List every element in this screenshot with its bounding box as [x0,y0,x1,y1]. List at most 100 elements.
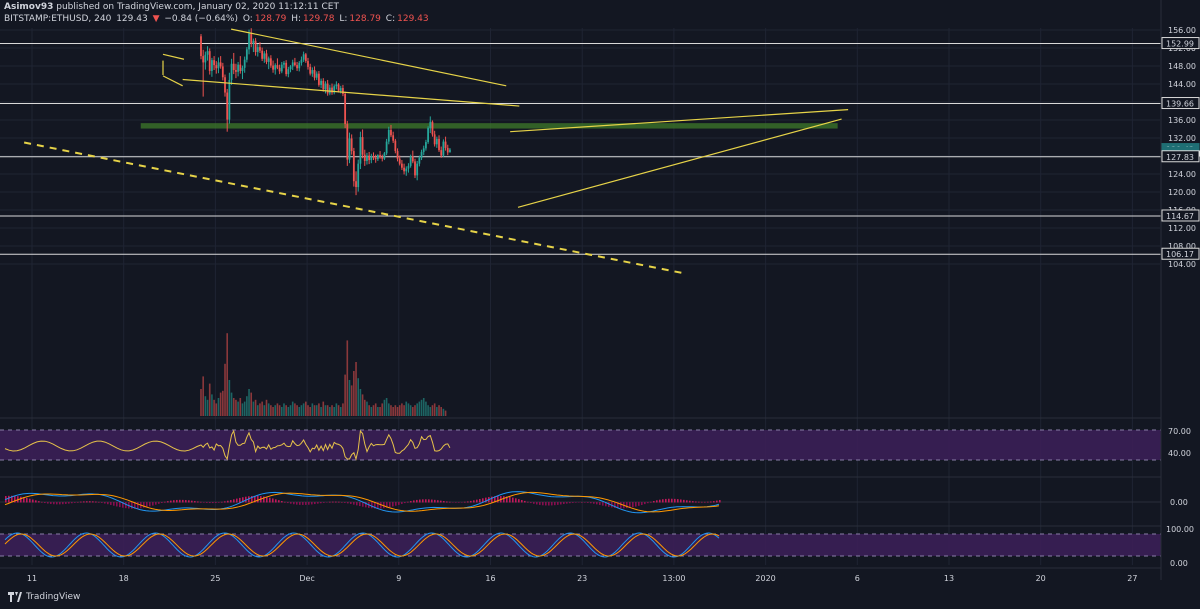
candle-body [370,156,373,161]
macd-histogram-bar [632,502,634,508]
ohlc-low-value: 128.79 [349,14,381,24]
candle-body [311,70,314,74]
macd-histogram-bar [20,496,22,503]
macd-histogram-bar [686,500,688,503]
volume-bar [224,363,226,416]
candle-body [202,56,205,63]
candle-body [285,62,288,75]
volume-bar [383,399,386,416]
macd-histogram-bar [89,501,91,503]
volume-bar [438,405,440,416]
macd-histogram-bar [188,500,190,503]
macd-histogram-bar [677,499,679,503]
y-tick-label: 120.00 [1168,188,1196,197]
trendline [510,109,849,133]
macd-histogram-bar [560,502,562,505]
macd-histogram-bar [428,499,430,503]
macd-histogram-bar [374,502,376,509]
macd-histogram-bar [146,502,148,508]
candle-body [407,165,410,169]
macd-histogram-bar [335,501,337,503]
x-tick-label: 6 [855,574,860,583]
symbol-label[interactable]: BITSTAMP:ETHUSD, 240 [4,14,112,24]
price-axis[interactable]: 156.00152.00148.00144.00140.00136.00132.… [1160,0,1200,609]
volume-bar [326,405,329,416]
candle-body [232,63,235,71]
macd-histogram-bar [518,499,520,503]
macd-histogram-bar [473,500,475,503]
volume-bar [333,407,335,416]
ohlc-high-value: 129.78 [303,14,335,24]
macd-histogram-bar [359,502,361,507]
macd-histogram-bar [542,502,544,506]
macd-histogram-bar [8,495,10,503]
macd-histogram-bar [707,501,709,503]
candle-body [385,141,388,154]
macd-histogram-bar [182,499,184,503]
macd-histogram-bar [38,501,40,503]
macd-histogram-bar [674,498,676,503]
macd-histogram-bar [635,502,637,507]
macd-histogram-bar [119,502,121,508]
macd-histogram-bar [467,501,469,503]
candle-body [239,64,242,71]
macd-histogram-bar [281,501,283,503]
volume-bar [344,374,346,416]
volume-bar [414,405,416,416]
candle-body [280,64,283,72]
volume-bar [235,399,237,416]
macd-histogram-bar [56,502,58,505]
footer-branding[interactable]: TradingView [8,592,80,602]
candle-body [383,153,386,159]
macd-histogram-bar [287,502,289,504]
candle-body [427,128,430,143]
candle-body [313,70,316,78]
macd-histogram-bar [80,501,82,503]
candle-body [272,65,274,70]
candle-body [320,80,322,85]
candle-body [315,73,318,78]
price-label-text: 106.17 [1166,250,1194,259]
macd-histogram-bar [284,501,286,503]
macd-histogram-bar [491,496,493,503]
trendlines[interactable] [23,28,849,275]
volume-bar [294,403,296,416]
candle-body [337,84,340,91]
price-label-text: 127.83 [1166,153,1194,162]
resistance-zone [140,123,838,129]
price-label-box [1161,150,1200,163]
candle-body [254,40,257,53]
x-tick-label: 13 [944,574,954,583]
volume-bar [285,405,287,416]
ohlc-close-label: C: [385,14,396,24]
candle-body [352,151,355,182]
candle-body [363,154,366,161]
candle-body [368,155,371,161]
macd-histogram-bar [272,498,274,503]
candle-body [300,59,303,63]
candle-body [291,62,294,67]
macd-line [4,491,720,514]
macd-histogram-bar [656,500,658,503]
candle-body [206,51,209,55]
macd-histogram-bar [668,498,670,503]
macd-histogram-bar [590,502,592,504]
macd-histogram-bar [647,502,649,504]
macd-histogram-bar [434,499,436,503]
macd-histogram-bar [134,502,136,509]
volume-bar [431,405,434,416]
macd-histogram-bar [455,502,457,503]
volume-bar [422,398,425,416]
candle-body [396,151,399,159]
macd-histogram-bar [86,501,88,503]
author-name[interactable]: Asimov93 [4,2,54,12]
candle-body [324,83,327,90]
macd-histogram-bar [155,502,157,505]
volume-bar [215,403,218,416]
volume-bar [387,403,390,416]
candle-body [235,70,237,72]
macd-histogram-bar [440,500,442,503]
candle-body [342,88,344,94]
